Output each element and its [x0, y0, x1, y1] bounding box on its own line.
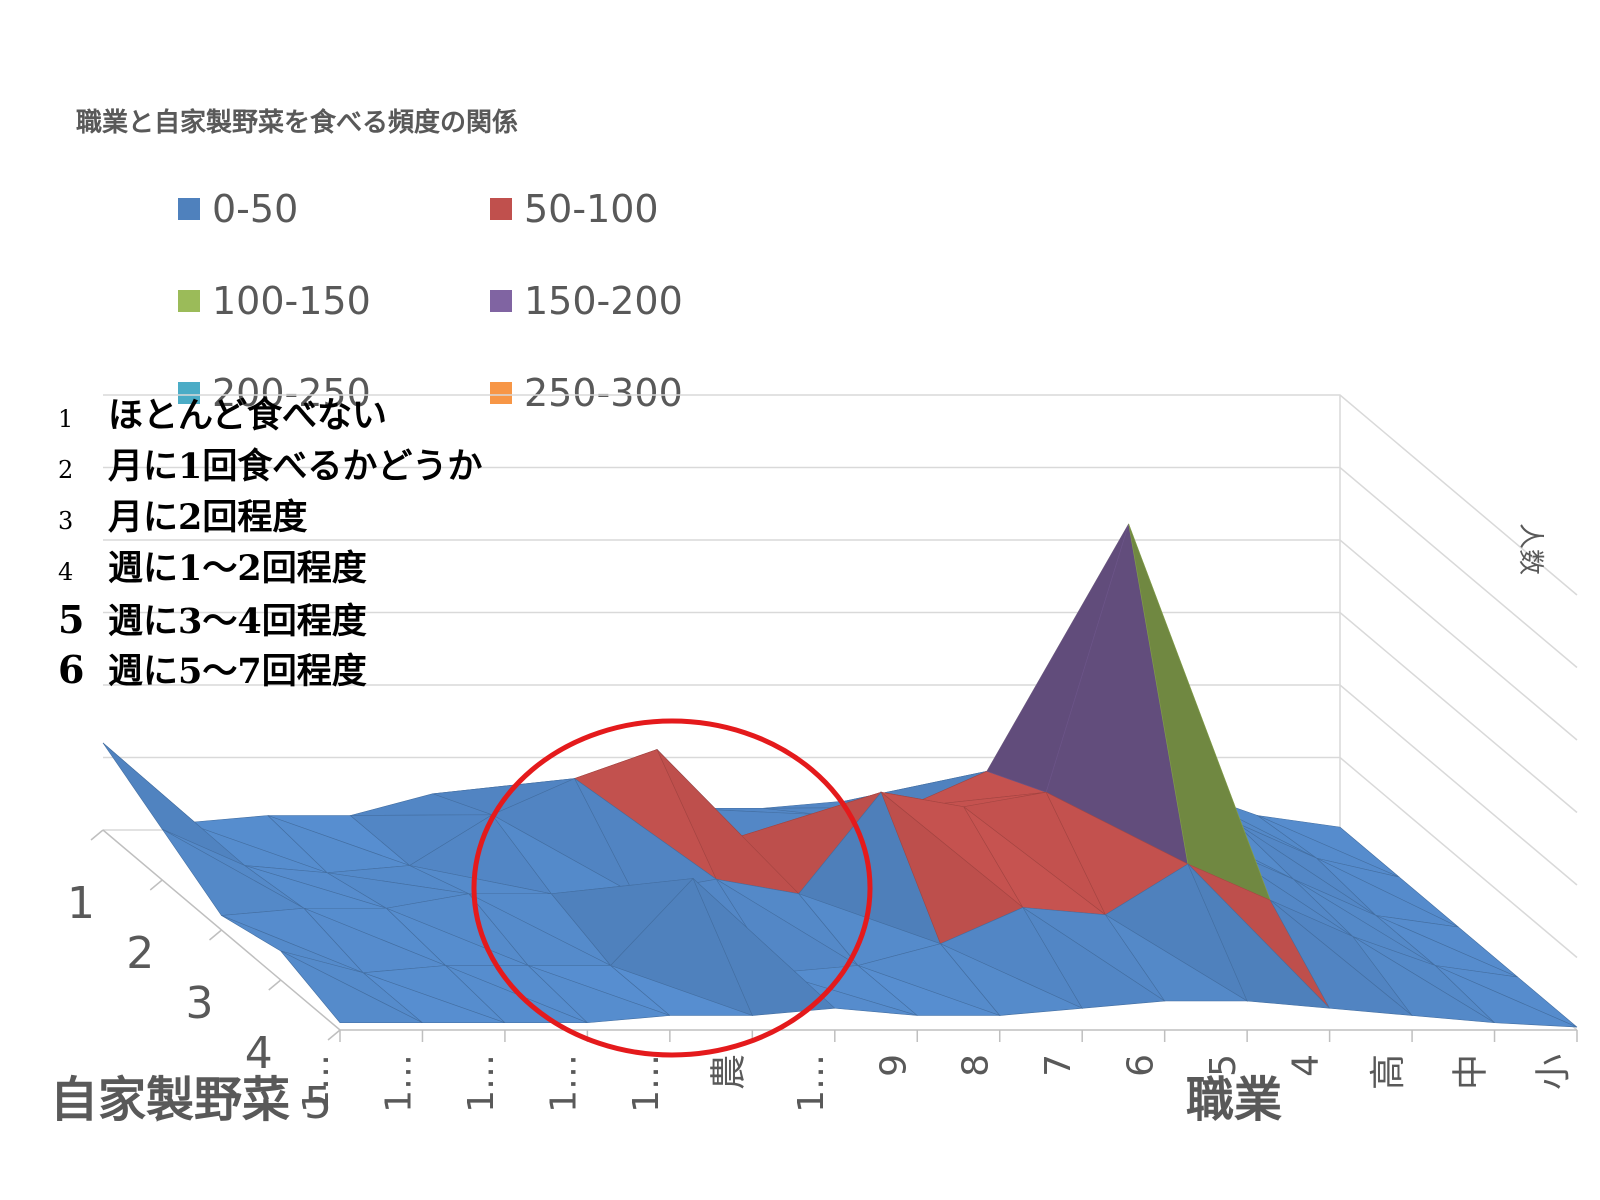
x-tick-label: 3	[186, 978, 214, 1029]
surface-facet	[1022, 907, 1166, 1009]
y-tick-label: 8	[956, 1054, 997, 1077]
y-tick-label: 1…	[461, 1054, 502, 1113]
note-item: 1 ほとんど食べない	[58, 392, 482, 443]
note-text: 月に1回食べるかどうか	[108, 446, 483, 487]
surface-facet	[610, 965, 753, 1016]
legend-swatch	[490, 290, 512, 312]
note-text: 週に3～4回程度	[108, 601, 367, 642]
note-text: 週に5～7回程度	[108, 651, 367, 692]
x-tick	[268, 979, 282, 991]
legend-item: 0-50	[178, 187, 490, 231]
gridline	[103, 611, 1578, 814]
legend-item: 250-300	[490, 371, 802, 415]
note-number: 6	[58, 647, 85, 692]
x-tick	[327, 1029, 341, 1041]
gridline	[103, 684, 1578, 886]
surface-facet	[1105, 914, 1249, 1002]
note-item: 2 月に1回食べるかどうか	[58, 443, 482, 494]
surface-facet	[1270, 900, 1414, 1016]
y-tick-label: 1…	[378, 1054, 419, 1113]
gridline	[103, 539, 1578, 741]
surface-facet	[1352, 936, 1495, 1024]
gridline	[103, 394, 1578, 596]
surface-facet	[527, 965, 670, 1024]
surface-facet	[1187, 863, 1331, 1009]
y-tick-label: 7	[1038, 1054, 1079, 1077]
x-tick-label: 4	[245, 1028, 273, 1079]
legend-item: 150-200	[490, 279, 802, 323]
legend-item: 50-100	[490, 187, 802, 231]
y-tick-label: 1…	[543, 1054, 584, 1113]
surface-facet	[692, 878, 836, 1016]
y-tick-label: 小	[1533, 1054, 1574, 1090]
note-text: ほとんど食べない	[108, 395, 387, 436]
y-tick-label: 9	[873, 1054, 914, 1077]
surface-facet	[1435, 965, 1578, 1028]
legend-label: 100-150	[212, 279, 371, 323]
note-number: 4	[58, 558, 74, 586]
x-axis-title: 自家製野菜	[50, 1072, 291, 1128]
legend-label: 0-50	[212, 187, 299, 231]
legend-item: 100-150	[178, 279, 490, 323]
legend-item: 200-250	[178, 371, 490, 415]
note-item: 3 月に2回程度	[58, 494, 482, 545]
y-tick-label: 1…	[296, 1054, 337, 1113]
x-tick	[209, 929, 222, 941]
surface-facet	[280, 950, 423, 1024]
x-tick-label: 5	[304, 1078, 332, 1129]
note-number: 5	[58, 597, 85, 642]
y-tick-label: 1…	[626, 1054, 667, 1113]
note-text: 週に1～2回程度	[108, 548, 367, 589]
legend-label: 250-300	[524, 371, 683, 415]
note-number: 1	[58, 405, 74, 433]
note-item: 6 週に5～7回程度	[58, 646, 482, 696]
y-tick-label: 農	[708, 1054, 749, 1090]
surface-facet	[363, 972, 506, 1024]
y-tick-label: 中	[1451, 1054, 1492, 1090]
surface-facet	[857, 965, 1000, 1016]
chart-title: 職業と自家製野菜を食べる頻度の関係	[76, 108, 519, 138]
y-tick-label: 高	[1368, 1054, 1409, 1090]
legend-label: 200-250	[212, 371, 371, 415]
legend-swatch	[490, 198, 512, 220]
highlight-ellipse	[471, 718, 873, 1058]
note-text: 月に2回程度	[108, 497, 308, 538]
note-item: 5 週に3～4回程度	[58, 596, 482, 646]
note-item: 4 週に1～2回程度	[58, 545, 482, 596]
legend-swatch	[178, 290, 200, 312]
legend-label: 50-100	[524, 187, 659, 231]
x-tick-label: 1	[67, 878, 95, 929]
legend-swatch	[178, 198, 200, 220]
frequency-notes: 1 ほとんど食べない 2 月に1回食べるかどうか 3 月に2回程度 4 週に1～2回程度…	[58, 392, 482, 696]
y-tick-label: 5	[1203, 1054, 1244, 1077]
x-tick	[90, 829, 104, 841]
chart-legend: 0-50 50-100 100-150 150-200 200-250 250-…	[178, 187, 1058, 415]
note-number: 2	[58, 456, 74, 484]
y-tick-label: 1…	[791, 1054, 832, 1113]
legend-label: 150-200	[524, 279, 683, 323]
gridline	[103, 756, 1578, 959]
z-axis-title: 人数	[1515, 523, 1545, 575]
note-number: 3	[58, 507, 74, 535]
y-tick-label: 6	[1121, 1054, 1162, 1077]
x-tick	[149, 879, 163, 891]
legend-swatch	[490, 382, 512, 404]
y-axis-title: 職業	[1186, 1072, 1283, 1128]
legend-swatch	[178, 382, 200, 404]
y-tick-label: 4	[1286, 1054, 1327, 1077]
surface-facet	[940, 943, 1084, 1016]
x-tick-label: 2	[126, 928, 154, 979]
gridline	[103, 466, 1578, 669]
